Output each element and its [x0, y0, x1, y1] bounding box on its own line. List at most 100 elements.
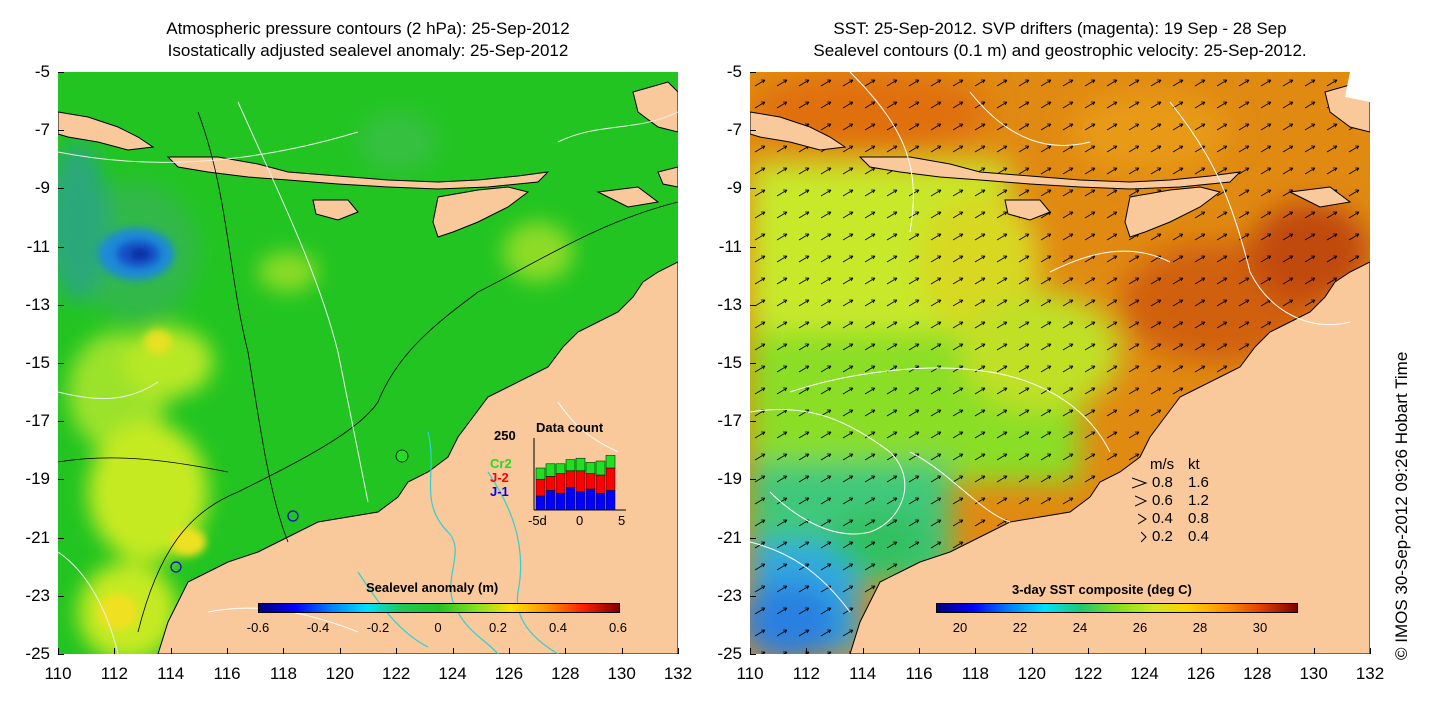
y-axis-tick: [750, 595, 756, 597]
y-axis-label: -5: [34, 62, 50, 81]
data-count-bar: [585, 473, 596, 490]
y-axis-tick: [750, 479, 756, 481]
y-axis-tick: [750, 537, 756, 539]
x-axis-tick: [1088, 648, 1090, 654]
x-axis-label: 116: [905, 664, 933, 683]
y-axis-tick: [58, 363, 64, 364]
x-axis-tick: [1370, 648, 1371, 654]
velocity-ms-value: 0.2: [1152, 528, 1173, 545]
x-axis-tick: [508, 648, 510, 654]
y-axis-label: -21: [25, 527, 50, 547]
x-axis-tick: [227, 648, 229, 654]
velocity-arrow-icon: [1132, 477, 1148, 489]
x-axis-tick: [283, 648, 285, 654]
velocity-arrow-icon: [1138, 513, 1147, 525]
data-count-bar: [555, 492, 566, 511]
x-axis-tick: [678, 648, 679, 654]
data-count-bar: [545, 490, 556, 511]
y-axis-label: -7: [34, 120, 50, 140]
x-axis-tick: [919, 648, 921, 654]
x-axis-label: 118: [961, 664, 989, 683]
x-axis-label: 112: [100, 664, 128, 683]
sla-colorbar-label: 0.6: [608, 620, 628, 635]
velocity-kt-value: 0.4: [1188, 528, 1209, 545]
y-axis-tick: [58, 246, 64, 248]
velocity-header-kt: kt: [1188, 456, 1200, 473]
x-axis-tick: [170, 648, 172, 654]
x-axis-tick: [1257, 648, 1259, 654]
y-axis-label: -17: [25, 411, 50, 431]
data-count-ymax: 250: [494, 428, 516, 443]
x-axis-tick: [1200, 648, 1202, 654]
data-count-bar: [595, 460, 606, 476]
data-count-bar: [535, 467, 546, 480]
y-axis-label: -11: [26, 236, 50, 256]
station-marker-j1: [287, 510, 299, 522]
x-axis-tick: [750, 648, 751, 654]
x-axis-label: 132: [1355, 664, 1385, 683]
x-axis-tick: [565, 648, 567, 654]
x-axis-tick: [452, 648, 454, 654]
y-axis-tick: [58, 537, 64, 539]
x-axis-label: 114: [157, 664, 185, 683]
y-axis-tick: [58, 654, 64, 655]
data-count-bar: [555, 473, 566, 494]
sla-colorbar-label: 0: [434, 620, 442, 635]
data-count-bar: [565, 470, 576, 488]
x-axis-label: 122: [1073, 664, 1103, 683]
x-axis-label: 126: [494, 664, 524, 683]
y-axis-label: -25: [717, 644, 742, 663]
imos-credit: © IMOS 30-Sep-2012 09:26 Hobart Time: [1392, 351, 1411, 660]
velocity-kt-value: 0.8: [1188, 510, 1209, 527]
y-axis-tick: [750, 72, 756, 73]
y-axis-label: -15: [25, 353, 50, 372]
y-axis-label: -13: [25, 294, 50, 314]
x-axis-label: 114: [849, 664, 877, 683]
velocity-ms-value: 0.6: [1152, 492, 1173, 509]
data-count-bar: [545, 463, 556, 477]
x-axis-label: 126: [1186, 664, 1216, 683]
y-axis-label: -7: [726, 120, 742, 140]
x-axis-label: 116: [213, 664, 241, 683]
velocity-ms-value: 0.4: [1152, 510, 1173, 527]
y-axis-label: -19: [25, 469, 50, 489]
data-count-bar: [595, 474, 606, 494]
velocity-kt-value: 1.2: [1188, 492, 1209, 509]
y-axis-tick: [750, 188, 756, 190]
x-axis-label: 112: [792, 664, 820, 683]
y-axis-tick: [58, 304, 64, 306]
y-axis-tick: [750, 304, 756, 306]
data-count-x-label: 5: [618, 513, 626, 528]
velocity-arrow-icon: [1141, 531, 1147, 543]
x-axis-label: 132: [663, 664, 693, 683]
data-count-bar: [555, 463, 566, 474]
y-axis-label: -21: [717, 527, 742, 547]
data-count-bar: [535, 478, 546, 497]
velocity-header-ms: m/s: [1150, 456, 1175, 473]
y-axis-tick: [58, 72, 64, 73]
x-axis-label: 130: [1299, 664, 1328, 683]
sst-colorbar: [936, 603, 1298, 613]
y-axis-label: -23: [25, 585, 50, 605]
sst-colorbar-title: 3-day SST composite (deg C): [1012, 582, 1192, 597]
x-axis-label: 110: [736, 664, 764, 683]
sla-colorbar-label: -0.6: [246, 620, 270, 635]
sst-colorbar-label: 22: [1012, 620, 1028, 635]
sla-colorbar: [258, 603, 620, 613]
x-axis-label: 120: [1017, 664, 1046, 683]
velocity-arrow-icon: [1135, 495, 1148, 507]
sla-colorbar-label: -0.2: [366, 620, 390, 635]
y-axis-label: -9: [726, 178, 742, 198]
sst-colorbar-label: 20: [952, 620, 968, 635]
data-count-bar: [575, 457, 586, 472]
x-axis-tick: [1313, 648, 1315, 654]
y-axis-tick: [750, 246, 756, 248]
x-axis-tick: [862, 648, 864, 654]
x-axis-label: 122: [381, 664, 411, 683]
velocity-ms-value: 0.8: [1152, 474, 1173, 491]
data-count-bar: [605, 467, 616, 491]
sla-colorbar-label: 0.4: [548, 620, 568, 635]
sla-colorbar-label: 0.2: [488, 620, 508, 635]
sst-colorbar-label: 26: [1132, 620, 1148, 635]
y-axis-label: -17: [717, 411, 742, 431]
